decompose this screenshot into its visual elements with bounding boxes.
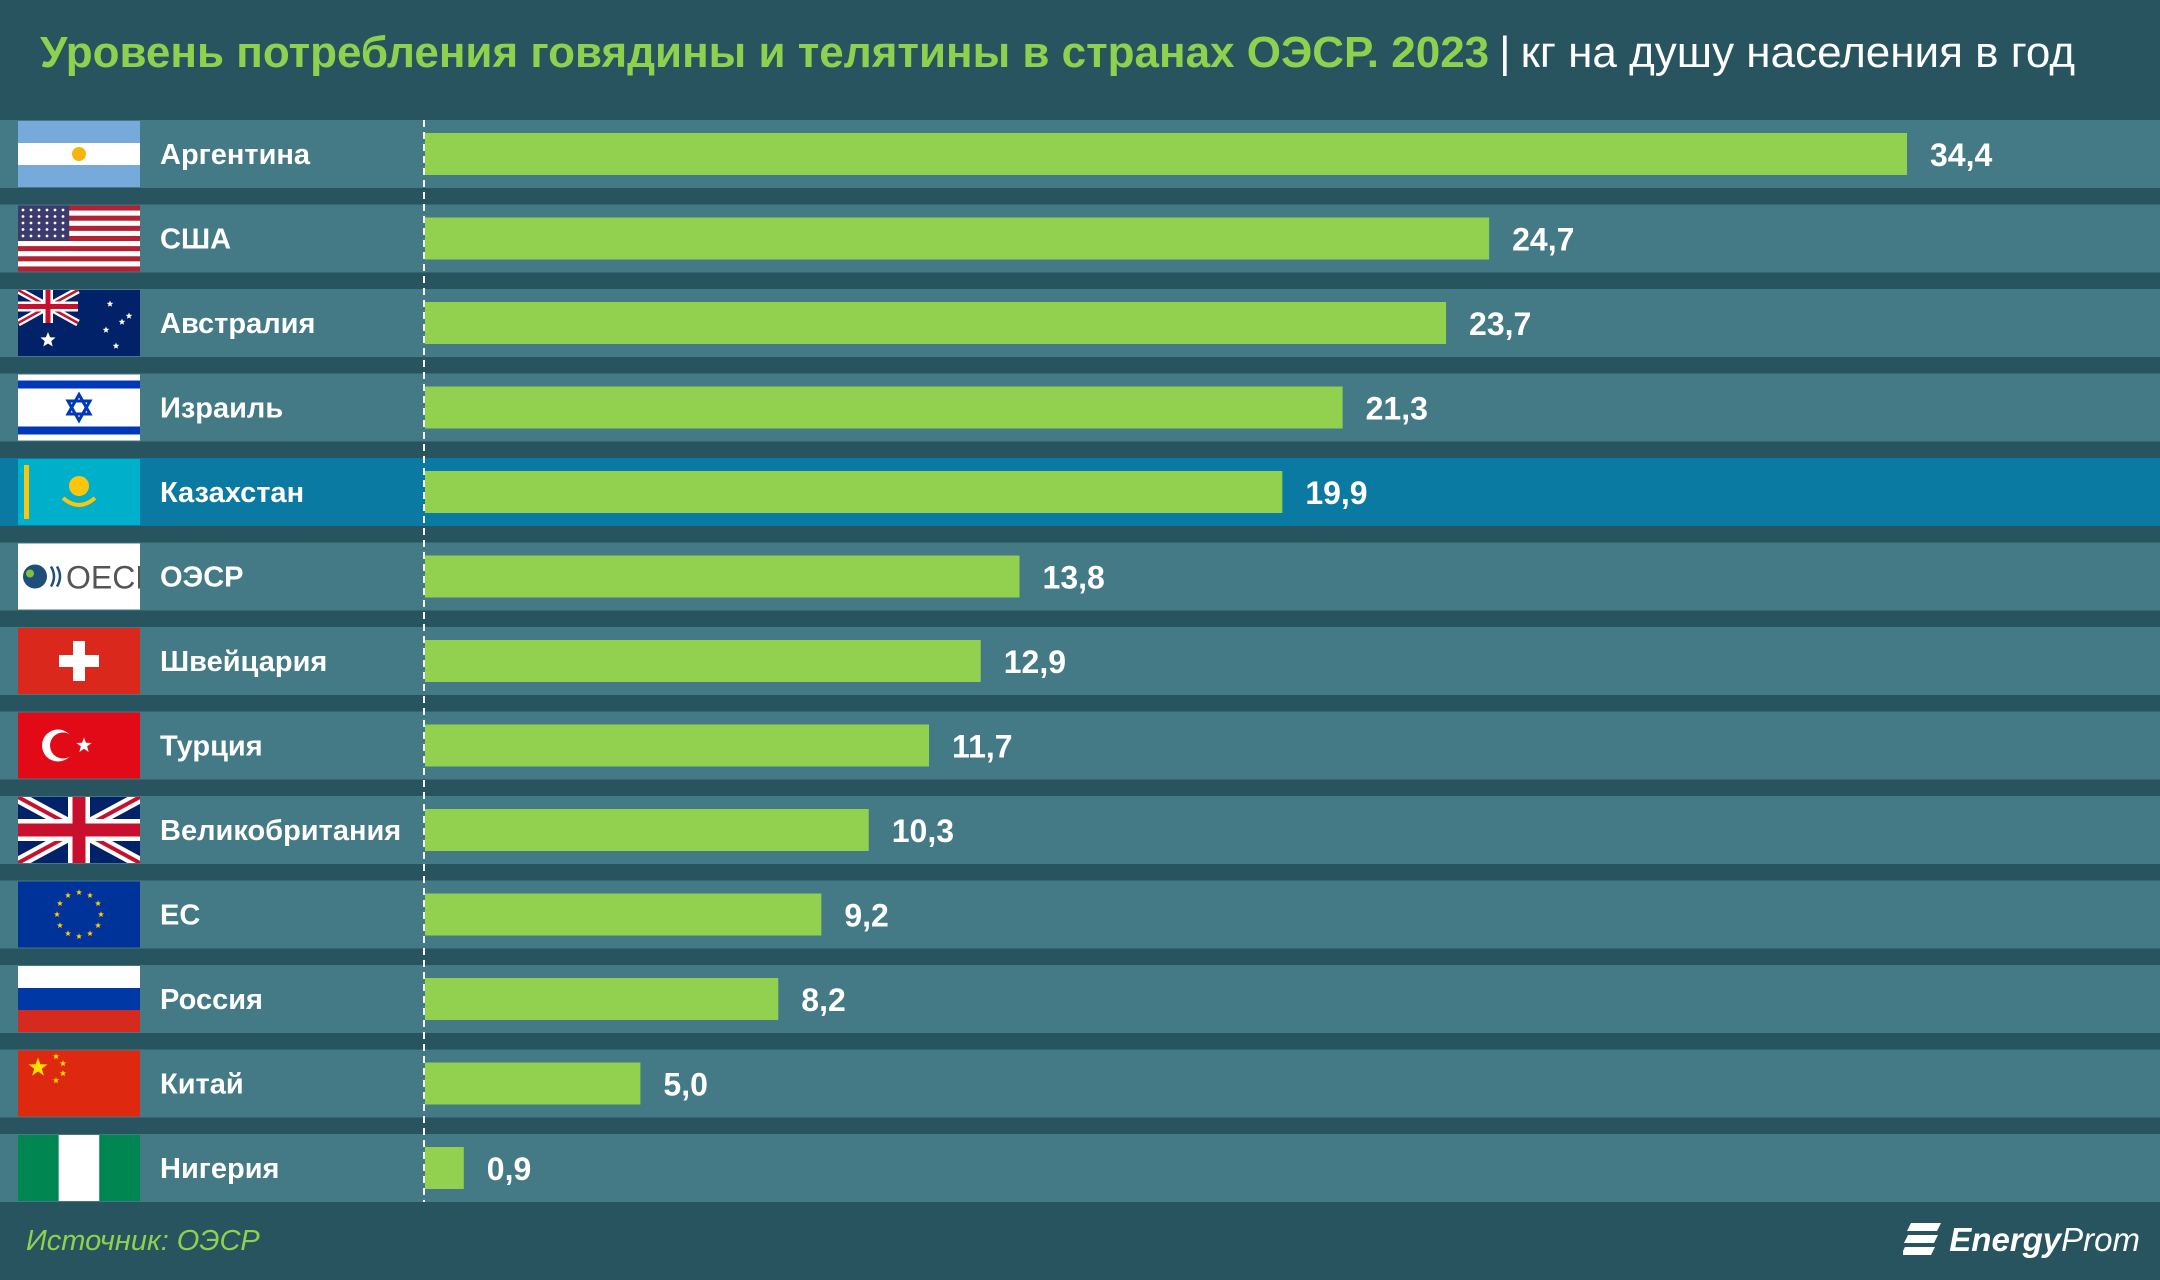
bar bbox=[425, 724, 930, 767]
category-label: Израиль bbox=[160, 393, 283, 425]
value-label: 21,3 bbox=[1366, 391, 1428, 427]
switzerland-flag-icon bbox=[18, 628, 140, 694]
value-label: 11,7 bbox=[952, 729, 1013, 765]
australia-flag-icon bbox=[18, 290, 140, 356]
bar bbox=[425, 978, 779, 1020]
category-label: Аргентина bbox=[160, 139, 311, 171]
bar bbox=[425, 217, 1490, 260]
bar bbox=[425, 386, 1343, 429]
logo-word-prom: Prom bbox=[2061, 1221, 2140, 1258]
bar bbox=[425, 471, 1283, 513]
source-note: Источник: ОЭСР bbox=[26, 1225, 260, 1257]
nigeria-flag-icon bbox=[18, 1135, 140, 1201]
unit-label: кг на душу населения в год bbox=[1520, 28, 2076, 77]
category-label: Казахстан bbox=[160, 477, 304, 509]
bar bbox=[425, 893, 822, 936]
row-background bbox=[0, 1049, 2160, 1118]
chart-row: OECD ОЭСР 13,8 bbox=[0, 542, 2160, 611]
row-background bbox=[0, 880, 2160, 949]
category-label: Турция bbox=[160, 731, 263, 763]
bar bbox=[425, 133, 1907, 175]
chart-row: Швейцария 12,9 bbox=[0, 627, 2160, 695]
value-label: 34,4 bbox=[1930, 137, 1992, 173]
category-label: ЕС bbox=[160, 900, 200, 932]
row-background bbox=[0, 542, 2160, 611]
category-label: Китай bbox=[160, 1069, 244, 1101]
category-label: Швейцария bbox=[160, 646, 327, 678]
row-background bbox=[0, 627, 2160, 695]
category-label: ОЭСР bbox=[160, 562, 243, 594]
category-label: США bbox=[160, 224, 231, 256]
chart-row: Австралия 23,7 bbox=[0, 289, 2160, 357]
bar bbox=[425, 809, 869, 851]
uk-flag-icon bbox=[18, 797, 140, 863]
bar bbox=[425, 302, 1447, 344]
chart-row: Нигерия 0,9 bbox=[0, 1134, 2160, 1202]
kazakhstan-flag-icon bbox=[18, 459, 140, 525]
value-label: 12,9 bbox=[1004, 644, 1066, 680]
energyprom-logo: Energy Prom bbox=[1903, 1218, 2140, 1262]
value-label: 9,2 bbox=[844, 898, 888, 934]
chart-title: Уровень потребления говядины и телятины … bbox=[40, 22, 2075, 84]
value-label: 13,8 bbox=[1043, 560, 1105, 596]
value-label: 8,2 bbox=[801, 982, 845, 1018]
chart-row: Израиль 21,3 bbox=[0, 373, 2160, 442]
russia-flag-icon bbox=[18, 966, 140, 1032]
category-label: Россия bbox=[160, 984, 263, 1016]
title-separator: | bbox=[1499, 28, 1511, 77]
chart-row: ЕС 9,2 bbox=[0, 880, 2160, 949]
china-flag-icon bbox=[18, 1050, 140, 1117]
row-background bbox=[0, 965, 2160, 1033]
bar bbox=[425, 640, 981, 682]
israel-flag-icon bbox=[18, 374, 140, 441]
chart-row: Турция 11,7 bbox=[0, 711, 2160, 780]
value-label: 0,9 bbox=[487, 1151, 531, 1187]
oecd-flag-icon: OECD bbox=[18, 543, 158, 610]
bar bbox=[425, 555, 1020, 598]
chart-row: Великобритания 10,3 bbox=[0, 796, 2160, 864]
chart-row: Аргентина 34,4 bbox=[0, 120, 2160, 188]
value-label: 24,7 bbox=[1512, 222, 1574, 258]
chart-row: США 24,7 bbox=[0, 204, 2160, 273]
turkey-flag-icon bbox=[18, 712, 140, 779]
chart-row: Китай 5,0 bbox=[0, 1049, 2160, 1118]
row-background bbox=[0, 796, 2160, 864]
eu-flag-icon bbox=[18, 881, 140, 948]
category-label: Австралия bbox=[160, 308, 315, 340]
bar bbox=[425, 1147, 464, 1189]
argentina-flag-icon bbox=[18, 121, 140, 187]
logo-word-energy: Energy bbox=[1949, 1221, 2062, 1258]
category-label: Нигерия bbox=[160, 1153, 279, 1185]
value-label: 23,7 bbox=[1469, 306, 1531, 342]
row-background bbox=[0, 1134, 2160, 1202]
bar bbox=[425, 1062, 641, 1105]
chart-row: Россия 8,2 bbox=[0, 965, 2160, 1033]
title-text: Уровень потребления говядины и телятины … bbox=[40, 28, 1490, 77]
value-label: 10,3 bbox=[892, 813, 954, 849]
value-label: 19,9 bbox=[1305, 475, 1367, 511]
svg-text:OECD: OECD bbox=[66, 560, 158, 596]
logo-icon bbox=[1903, 1223, 1942, 1255]
category-label: Великобритания bbox=[160, 815, 401, 847]
chart-row: Казахстан 19,9 bbox=[0, 458, 2160, 526]
row-background bbox=[0, 711, 2160, 780]
value-label: 5,0 bbox=[663, 1067, 707, 1103]
usa-flag-icon bbox=[18, 205, 140, 272]
